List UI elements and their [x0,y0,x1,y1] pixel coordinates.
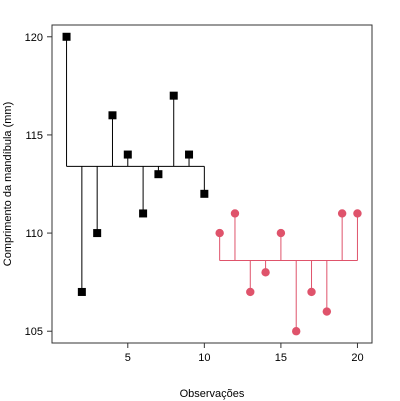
x-tick-label-15: 15 [275,352,287,364]
data-point-1-8 [169,91,178,100]
data-point-1-7 [154,170,163,179]
x-axis-title: Observações [180,388,245,400]
x-tick-label-10: 10 [198,352,210,364]
y-tick-label-105: 105 [25,326,43,338]
data-point-2-8 [322,307,332,316]
data-point-1-5 [123,150,132,159]
data-point-1-10 [200,189,209,198]
y-tick-label-120: 120 [25,32,43,44]
y-tick-label-110: 110 [25,228,43,240]
data-point-2-5 [276,228,286,238]
data-point-1-4 [108,111,117,120]
data-point-2-7 [307,287,316,297]
data-point-1-2 [77,287,86,296]
x-tick-label-20: 20 [351,352,363,364]
plot-frame [51,24,373,344]
data-point-2-6 [292,327,301,336]
data-point-2-2 [230,209,240,218]
data-point-1-6 [139,209,148,218]
data-point-2-10 [353,209,362,218]
data-point-2-4 [261,268,270,277]
data-point-1-1 [62,32,71,41]
data-point-1-3 [93,229,102,238]
y-axis-title: Comprimento da mandíbula (mm) [2,102,14,266]
data-point-2-3 [246,287,255,297]
data-point-1-9 [185,150,194,159]
data-point-2-9 [337,209,347,218]
y-tick-label-115: 115 [25,130,43,142]
chart-marks [62,32,362,336]
chart-axes: 5 10 15 20 105 110 115 120 [25,32,364,364]
data-point-2-1 [215,228,224,238]
x-tick-label-5: 5 [125,352,131,364]
